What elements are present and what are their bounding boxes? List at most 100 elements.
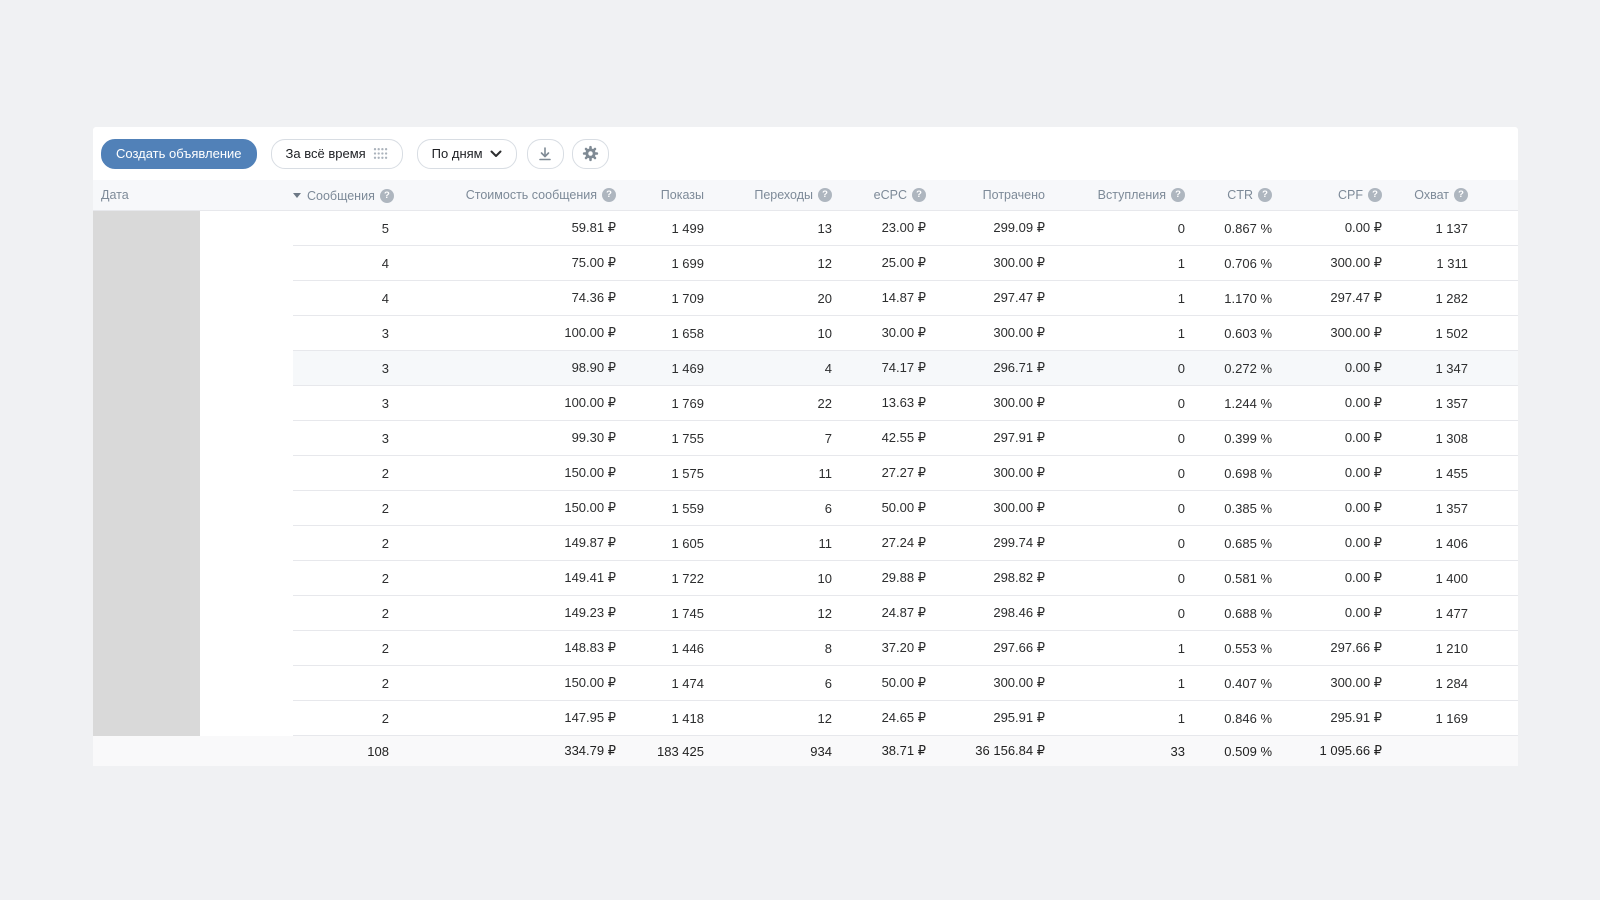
help-icon[interactable]: ? bbox=[1454, 188, 1468, 202]
table-row[interactable]: 2 149.23 ₽1 745 12 24.87 ₽298.46 ₽0 0.688 % 0… bbox=[93, 596, 1518, 631]
table-row[interactable]: 4 75.00 ₽1 699 12 25.00 ₽300.00 ₽1 0.706 % 30… bbox=[93, 246, 1518, 281]
table-row[interactable]: 2 149.41 ₽1 722 10 29.88 ₽298.82 ₽0 0.581 % 0… bbox=[93, 561, 1518, 596]
column-header-reach[interactable]: Охват? bbox=[1392, 180, 1518, 211]
cell-message_cost: 100.00 ₽ bbox=[399, 386, 626, 421]
redacted-date-value bbox=[93, 316, 200, 351]
cell-date bbox=[93, 246, 293, 281]
cell-date bbox=[93, 351, 293, 386]
table-row[interactable]: 3 98.90 ₽1 469 4 74.17 ₽296.71 ₽0 0.272 % 0.0… bbox=[93, 351, 1518, 386]
cell-clicks: 13 bbox=[714, 211, 842, 246]
redacted-date-value bbox=[93, 386, 200, 421]
column-header-impressions[interactable]: Показы bbox=[626, 180, 714, 211]
redacted-date-value bbox=[93, 596, 200, 631]
total-messages: 108 bbox=[293, 736, 399, 766]
create-ad-button[interactable]: Создать объявление bbox=[101, 138, 257, 169]
cell-ecpc: 50.00 ₽ bbox=[842, 666, 936, 701]
cell-impressions: 1 745 bbox=[626, 596, 714, 631]
cell-ecpc: 13.63 ₽ bbox=[842, 386, 936, 421]
cell-reach: 1 357 bbox=[1392, 386, 1518, 421]
grouping-dropdown[interactable]: По дням bbox=[416, 138, 517, 169]
cell-ctr: 0.867 % bbox=[1195, 211, 1282, 246]
cell-impressions: 1 722 bbox=[626, 561, 714, 596]
settings-button[interactable] bbox=[571, 138, 609, 169]
redacted-date-value bbox=[93, 701, 200, 736]
table-row[interactable]: 2 147.95 ₽1 418 12 24.65 ₽295.91 ₽1 0.846 % 2… bbox=[93, 701, 1518, 736]
column-header-cpf[interactable]: CPF? bbox=[1282, 180, 1392, 211]
help-icon[interactable]: ? bbox=[1171, 188, 1185, 202]
cell-ctr: 0.685 % bbox=[1195, 526, 1282, 561]
cell-clicks: 12 bbox=[714, 701, 842, 736]
column-header-ecpc[interactable]: eCPC? bbox=[842, 180, 936, 211]
table-row[interactable]: 2 150.00 ₽1 575 11 27.27 ₽300.00 ₽0 0.698 % 0… bbox=[93, 456, 1518, 491]
column-header-joins[interactable]: Вступления? bbox=[1055, 180, 1195, 211]
cell-impressions: 1 446 bbox=[626, 631, 714, 666]
cell-message_cost: 150.00 ₽ bbox=[399, 456, 626, 491]
table-row[interactable]: 2 149.87 ₽1 605 11 27.24 ₽299.74 ₽0 0.685 % 0… bbox=[93, 526, 1518, 561]
cell-spent: 299.09 ₽ bbox=[936, 211, 1055, 246]
table-row[interactable]: 2 148.83 ₽1 446 8 37.20 ₽297.66 ₽1 0.553 % 29… bbox=[93, 631, 1518, 666]
table-row[interactable]: 3 99.30 ₽1 755 7 42.55 ₽297.91 ₽0 0.399 % 0.0… bbox=[93, 421, 1518, 456]
cell-message_cost: 150.00 ₽ bbox=[399, 491, 626, 526]
cell-ecpc: 42.55 ₽ bbox=[842, 421, 936, 456]
redacted-date-value bbox=[93, 281, 200, 316]
cell-spent: 300.00 ₽ bbox=[936, 246, 1055, 281]
cell-clicks: 8 bbox=[714, 631, 842, 666]
cell-joins: 1 bbox=[1055, 281, 1195, 316]
table-row[interactable]: 2 150.00 ₽1 559 6 50.00 ₽300.00 ₽0 0.385 % 0.… bbox=[93, 491, 1518, 526]
cell-joins: 1 bbox=[1055, 666, 1195, 701]
redacted-date-value bbox=[93, 561, 200, 596]
column-header-message_cost[interactable]: Стоимость сообщения? bbox=[399, 180, 626, 211]
column-label: Показы bbox=[660, 188, 704, 202]
help-icon[interactable]: ? bbox=[602, 188, 616, 202]
help-icon[interactable]: ? bbox=[818, 188, 832, 202]
cell-spent: 300.00 ₽ bbox=[936, 666, 1055, 701]
cell-date bbox=[93, 281, 293, 316]
cell-clicks: 6 bbox=[714, 491, 842, 526]
cell-date bbox=[93, 561, 293, 596]
sort-desc-icon bbox=[293, 193, 301, 199]
cell-ctr: 0.698 % bbox=[1195, 456, 1282, 491]
cell-clicks: 10 bbox=[714, 316, 842, 351]
export-button[interactable] bbox=[526, 138, 564, 169]
table-row[interactable]: 2 150.00 ₽1 474 6 50.00 ₽300.00 ₽1 0.407 % 30… bbox=[93, 666, 1518, 701]
download-icon bbox=[537, 146, 553, 162]
column-header-clicks[interactable]: Переходы? bbox=[714, 180, 842, 211]
cell-spent: 300.00 ₽ bbox=[936, 491, 1055, 526]
cell-message_cost: 149.41 ₽ bbox=[399, 561, 626, 596]
table-header-row: Дата Сообщения? Стоимость сообщения? Показы… bbox=[93, 180, 1518, 211]
help-icon[interactable]: ? bbox=[912, 188, 926, 202]
cell-ecpc: 37.20 ₽ bbox=[842, 631, 936, 666]
help-icon[interactable]: ? bbox=[379, 188, 394, 203]
cell-clicks: 7 bbox=[714, 421, 842, 456]
column-label: Потрачено bbox=[982, 188, 1045, 202]
cell-joins: 0 bbox=[1055, 421, 1195, 456]
help-icon[interactable]: ? bbox=[1258, 188, 1272, 202]
cell-joins: 1 bbox=[1055, 631, 1195, 666]
column-header-spent[interactable]: Потрачено bbox=[936, 180, 1055, 211]
column-label: Стоимость сообщения bbox=[465, 188, 597, 202]
statistics-table: Дата Сообщения? Стоимость сообщения? Показы… bbox=[93, 180, 1518, 766]
cell-cpf: 300.00 ₽ bbox=[1282, 246, 1392, 281]
column-header-date[interactable]: Дата bbox=[93, 180, 293, 211]
cell-joins: 0 bbox=[1055, 491, 1195, 526]
cell-messages: 4 bbox=[293, 281, 399, 316]
cell-ctr: 0.553 % bbox=[1195, 631, 1282, 666]
table-row[interactable]: 3 100.00 ₽1 769 22 13.63 ₽300.00 ₽0 1.244 % 0… bbox=[93, 386, 1518, 421]
table-row[interactable]: 3 100.00 ₽1 658 10 30.00 ₽300.00 ₽1 0.603 % 3… bbox=[93, 316, 1518, 351]
table-row[interactable]: 5 59.81 ₽1 499 13 23.00 ₽299.09 ₽0 0.867 % 0.… bbox=[93, 211, 1518, 246]
column-header-ctr[interactable]: CTR? bbox=[1195, 180, 1282, 211]
cell-reach: 1 400 bbox=[1392, 561, 1518, 596]
cell-impressions: 1 605 bbox=[626, 526, 714, 561]
cell-cpf: 295.91 ₽ bbox=[1282, 701, 1392, 736]
help-icon[interactable]: ? bbox=[1368, 188, 1382, 202]
cell-messages: 2 bbox=[293, 491, 399, 526]
cell-messages: 3 bbox=[293, 316, 399, 351]
period-selector-button[interactable]: За всё время bbox=[270, 138, 403, 169]
cell-joins: 0 bbox=[1055, 211, 1195, 246]
column-header-messages[interactable]: Сообщения? bbox=[293, 180, 399, 211]
cell-messages: 2 bbox=[293, 701, 399, 736]
total-ctr: 0.509 % bbox=[1195, 736, 1282, 766]
table-row[interactable]: 4 74.36 ₽1 709 20 14.87 ₽297.47 ₽1 1.170 % 29… bbox=[93, 281, 1518, 316]
cell-message_cost: 75.00 ₽ bbox=[399, 246, 626, 281]
cell-reach: 1 308 bbox=[1392, 421, 1518, 456]
